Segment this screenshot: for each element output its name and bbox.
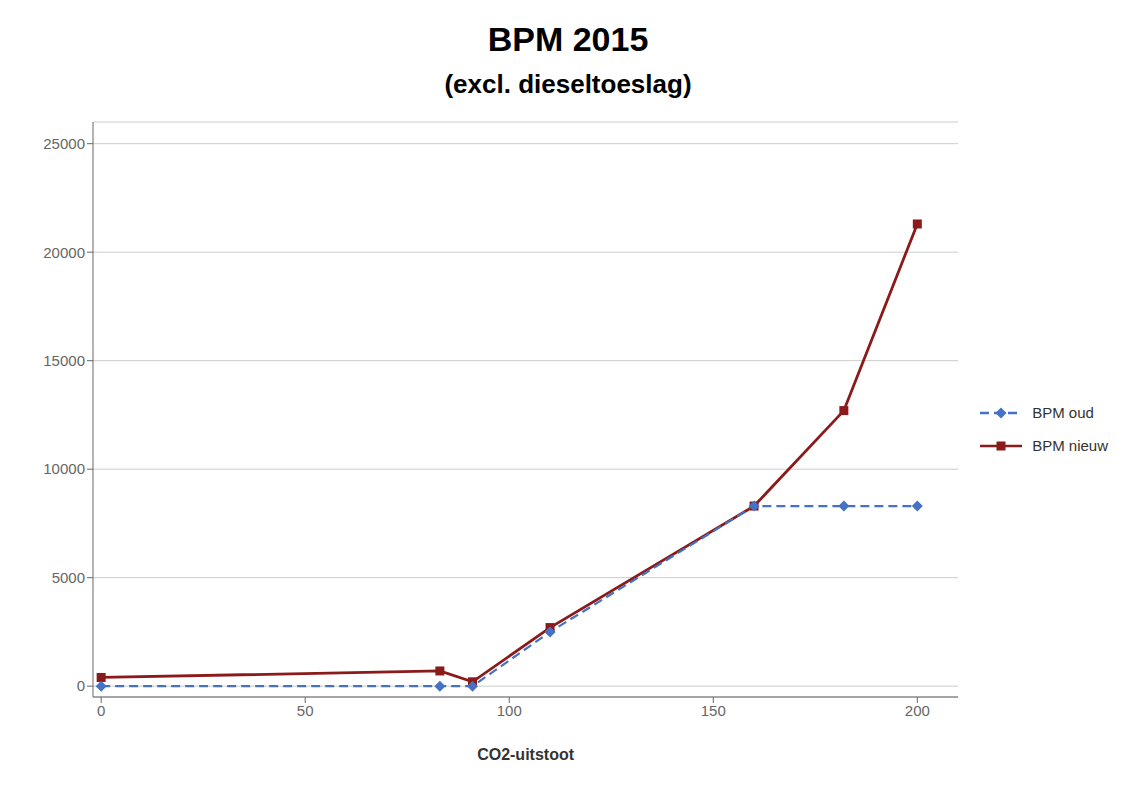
svg-text:CO2-uitstoot: CO2-uitstoot [477, 746, 575, 763]
svg-text:15000: 15000 [43, 352, 85, 369]
svg-text:50: 50 [297, 702, 314, 719]
svg-text:150: 150 [701, 702, 726, 719]
html-text:(excl. dieseltoeslag): (excl. dieseltoeslag) [444, 69, 692, 99]
svg-text:0: 0 [97, 702, 105, 719]
svg-text:25000: 25000 [43, 135, 85, 152]
svg-text:20000: 20000 [43, 244, 85, 261]
html-text:BPM 2015: BPM 2015 [487, 20, 649, 58]
svg-text:200: 200 [905, 702, 930, 719]
svg-text:5000: 5000 [52, 569, 85, 586]
html-text:BPM oud: BPM oud [1032, 404, 1094, 421]
svg-text:10000: 10000 [43, 460, 85, 477]
svg-text:0: 0 [77, 677, 85, 694]
svg-text:100: 100 [497, 702, 522, 719]
html-text:BPM nieuw: BPM nieuw [1032, 437, 1108, 454]
